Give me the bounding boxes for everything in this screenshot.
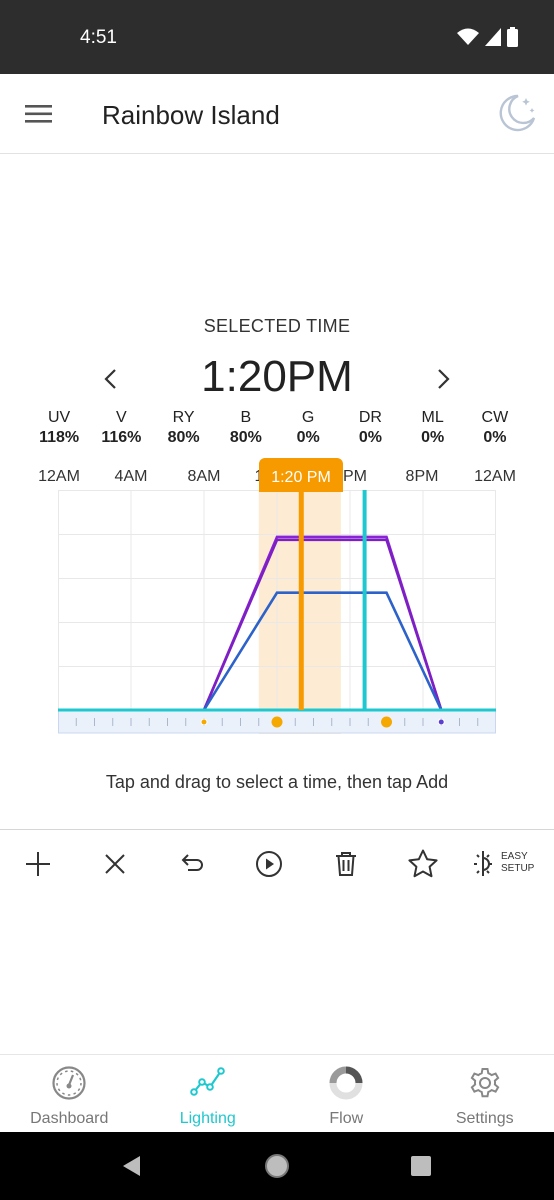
channel-name: G xyxy=(301,409,315,426)
app-bar: Rainbow Island xyxy=(0,74,554,154)
trash-icon xyxy=(336,852,356,876)
undo-button[interactable] xyxy=(174,846,210,882)
close-icon xyxy=(105,854,125,874)
gear-icon xyxy=(470,1068,500,1098)
flow-ring-icon xyxy=(329,1066,363,1100)
channel-value: 80% xyxy=(229,429,262,446)
nav-label: Lighting xyxy=(179,1110,236,1127)
channel-value: 80% xyxy=(167,429,200,446)
channel-b: B 80% xyxy=(215,408,277,448)
page-title: Rainbow Island xyxy=(102,100,280,130)
line-chart-icon xyxy=(189,1067,225,1096)
status-icons xyxy=(457,27,518,47)
channel-value: 0% xyxy=(358,429,382,446)
gauge-icon xyxy=(52,1066,86,1100)
channel-ml: ML 0% xyxy=(402,408,464,448)
brightness-icon xyxy=(474,851,492,876)
recents-icon[interactable] xyxy=(407,1152,435,1180)
selected-time-badge[interactable]: 1:20 PM xyxy=(259,458,343,492)
schedule-marker xyxy=(381,716,392,728)
tick-label: 4AM xyxy=(114,468,148,485)
time-selector: 1:20PM xyxy=(0,352,554,408)
channel-name: CW xyxy=(481,409,509,426)
channel-name: ML xyxy=(421,409,444,426)
nav-dashboard[interactable]: Dashboard xyxy=(0,1055,139,1133)
channel-value: 0% xyxy=(483,429,507,446)
next-time-button[interactable] xyxy=(428,364,458,394)
channel-name: DR xyxy=(358,409,382,426)
signal-icon xyxy=(485,28,501,46)
battery-icon xyxy=(507,27,518,47)
schedule-marker xyxy=(271,716,283,728)
schedule-marker xyxy=(437,718,445,726)
tick-label: 8PM xyxy=(405,468,439,485)
wifi-icon xyxy=(457,28,479,45)
selected-time-label: SELECTED TIME xyxy=(203,316,351,336)
home-icon[interactable] xyxy=(263,1152,291,1180)
channel-uv: UV 118% xyxy=(28,408,90,448)
menu-button[interactable] xyxy=(22,98,56,130)
tick-label: 12AM xyxy=(38,468,80,485)
easy-setup-label: EASY SETUP xyxy=(501,851,534,875)
night-mode-button[interactable] xyxy=(496,92,538,134)
play-icon xyxy=(256,851,282,877)
nav-label: Dashboard xyxy=(30,1110,109,1127)
time-axis: 12AM 4AM 8AM 1 PM 8PM 12AM xyxy=(0,466,554,490)
easy-setup-label-line: EASY xyxy=(501,851,528,862)
channel-value: 0% xyxy=(296,429,320,446)
channel-name: V xyxy=(116,409,127,426)
nav-lighting[interactable]: Lighting xyxy=(139,1055,278,1133)
schedule-marker xyxy=(200,718,208,726)
chevron-right-icon xyxy=(438,369,450,389)
moon-icon xyxy=(499,94,536,132)
channel-name: B xyxy=(240,409,252,426)
channel-values: UV 118% V 116% RY 80% B 80% G 0% DR 0% M… xyxy=(28,408,526,448)
channel-cw: CW 0% xyxy=(464,408,526,448)
toolbar: EASY SETUP xyxy=(0,829,554,897)
back-icon[interactable] xyxy=(118,1152,146,1180)
channel-ry: RY 80% xyxy=(153,408,215,448)
channel-value: 116% xyxy=(101,429,142,446)
chevron-left-icon xyxy=(104,369,116,389)
nav-settings[interactable]: Settings xyxy=(416,1055,554,1133)
system-nav-bar xyxy=(0,1132,554,1200)
star-icon xyxy=(408,849,438,878)
tick-label: 12AM xyxy=(474,468,516,485)
tick-label: PM xyxy=(343,468,367,485)
preview-button[interactable] xyxy=(251,846,287,882)
nav-label: Settings xyxy=(455,1110,514,1127)
delete-button[interactable] xyxy=(328,846,364,882)
bottom-nav: Dashboard Lighting Flow Settings xyxy=(0,1054,554,1132)
easy-setup-label-line: SETUP xyxy=(501,863,535,874)
channel-g: G 0% xyxy=(277,408,339,448)
channel-name: UV xyxy=(48,409,71,426)
channel-dr: DR 0% xyxy=(339,408,401,448)
channel-value: 118% xyxy=(39,429,80,446)
nav-flow[interactable]: Flow xyxy=(277,1055,416,1133)
channel-v: V 116% xyxy=(90,408,152,448)
hint-text: Tap and drag to select a time, then tap … xyxy=(105,772,449,792)
channel-name: RY xyxy=(172,409,195,426)
status-bar: 4:51 xyxy=(0,0,554,74)
previous-time-button[interactable] xyxy=(96,364,126,394)
lighting-schedule-chart[interactable] xyxy=(58,490,496,736)
channel-value: 0% xyxy=(421,429,445,446)
plus-icon xyxy=(26,852,50,876)
nav-label: Flow xyxy=(329,1110,364,1127)
status-time: 4:51 xyxy=(80,27,117,48)
add-button[interactable] xyxy=(20,846,56,882)
tick-label: 8AM xyxy=(187,468,221,485)
remove-button[interactable] xyxy=(97,846,133,882)
undo-icon xyxy=(181,854,203,871)
hamburger-icon xyxy=(25,105,52,123)
easy-setup-button[interactable] xyxy=(466,846,500,882)
selected-time-value: 1:20PM xyxy=(201,352,353,401)
favorite-button[interactable] xyxy=(405,846,441,882)
